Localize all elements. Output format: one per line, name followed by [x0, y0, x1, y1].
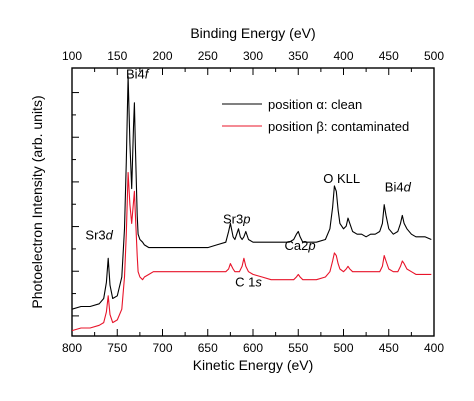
x-tick-label: 400 — [424, 341, 444, 355]
x-tick-label: 800 — [62, 341, 82, 355]
x-tick-label: 550 — [288, 341, 308, 355]
x-tick-label: 750 — [107, 341, 127, 355]
peak-label: Bi4f — [126, 67, 150, 82]
legend: position α: clean position β: contaminat… — [222, 97, 409, 134]
x-tick-label: 500 — [333, 341, 353, 355]
x2-tick-label: 250 — [198, 49, 218, 63]
x-tick-label: 700 — [152, 341, 172, 355]
series-line-contaminated — [71, 171, 432, 332]
x-tick-label: 450 — [379, 341, 399, 355]
peak-label: Bi4d — [385, 179, 412, 194]
plot-frame — [71, 67, 435, 337]
x2-tick-label: 200 — [152, 49, 172, 63]
x2-tick-label: 150 — [107, 49, 127, 63]
y-axis-title: Photoelectron Intensity (arb. units) — [29, 95, 45, 308]
tick-marks — [71, 68, 435, 336]
x2-tick-label: 400 — [333, 49, 353, 63]
peak-label: O KLL — [323, 171, 360, 186]
x2-tick-label: 500 — [424, 49, 444, 63]
tick-labels: 800 750 700 650 600 550 500 450 400 100 150 200 250 3… — [62, 49, 444, 355]
peak-annotations: Bi4f Sr3d Sr3p Ca2p O KLL Bi4d C 1s — [85, 67, 411, 290]
x2-axis-title: Binding Energy (eV) — [190, 25, 315, 41]
x-tick-label: 650 — [198, 341, 218, 355]
series-line-clean — [71, 75, 432, 310]
x2-tick-label: 450 — [379, 49, 399, 63]
peak-label: Ca2p — [285, 238, 316, 253]
legend-label-clean: position α: clean — [268, 97, 362, 112]
x-tick-label: 600 — [243, 341, 263, 355]
x2-tick-label: 100 — [62, 49, 82, 63]
x2-tick-label: 300 — [243, 49, 263, 63]
x2-tick-label: 350 — [288, 49, 308, 63]
peak-label: Sr3d — [85, 228, 113, 243]
x-axis-title: Kinetic Energy (eV) — [193, 357, 314, 373]
legend-label-contaminated: position β: contaminated — [268, 119, 409, 134]
peak-label: Sr3p — [223, 211, 250, 226]
peak-label: C 1s — [235, 274, 262, 289]
series-lines — [71, 75, 432, 332]
